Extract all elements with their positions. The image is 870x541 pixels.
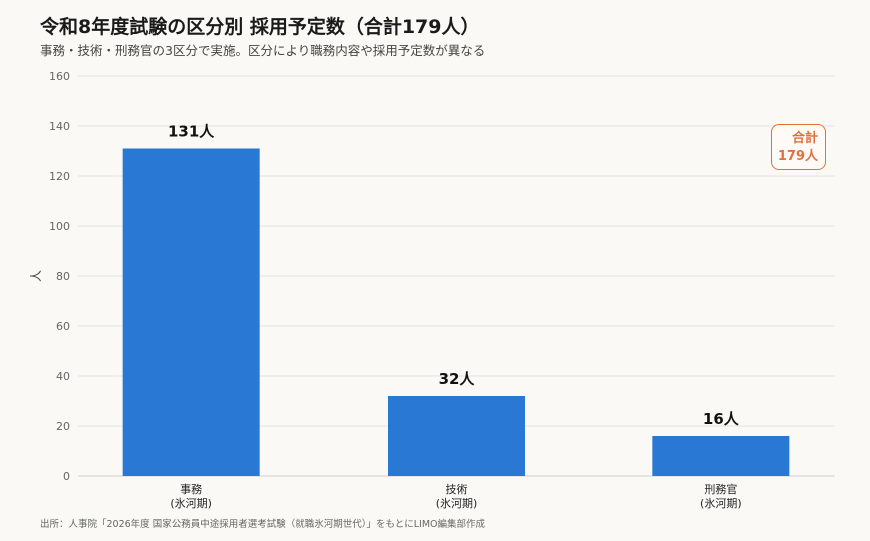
source-note: 出所：人事院「2026年度 国家公務員中途採用者選考試験（就職氷河期世代）」をも… (40, 519, 486, 530)
y-tick-label: 80 (56, 270, 70, 283)
x-category-label: (氷河期) (170, 497, 212, 510)
bar (388, 396, 525, 476)
x-category-label: 技術 (446, 483, 468, 496)
x-category-label: 事務 (180, 482, 202, 496)
data-labels: 131人 32人 16人 (168, 123, 740, 429)
chart-title: 令和8年度試験の区分別 採用予定数（合計179人） (40, 16, 480, 38)
bar (652, 436, 790, 476)
y-axis-ticks: 0 20 40 60 80 100 120 140 160 (49, 70, 70, 483)
y-tick-label: 160 (49, 70, 70, 83)
y-tick-label: 120 (49, 170, 70, 183)
x-category-label: (氷河期) (700, 497, 742, 510)
y-tick-label: 100 (49, 220, 70, 233)
chart-subtitle: 事務・技術・刑務官の3区分で実施。区分により職務内容や採用予定数が異なる (40, 43, 486, 58)
x-category-label: (氷河期) (436, 497, 478, 510)
y-tick-label: 140 (49, 120, 70, 133)
total-badge: 合計 179人 (771, 124, 826, 170)
total-badge-label: 合計 (791, 131, 818, 146)
bars (122, 148, 790, 476)
bar (122, 148, 260, 476)
x-axis-categories: 事務(氷河期)技術(氷河期)刑務官(氷河期) (170, 482, 741, 510)
y-axis-label: 人 (29, 270, 43, 282)
y-tick-label: 20 (56, 420, 70, 433)
y-tick-label: 40 (56, 370, 70, 383)
y-tick-label: 0 (63, 470, 70, 483)
total-badge-value: 179人 (777, 149, 818, 164)
data-label: 131人 (168, 123, 215, 141)
data-label: 32人 (439, 370, 476, 388)
x-category-label: 刑務官 (704, 482, 737, 496)
y-tick-label: 60 (56, 320, 70, 333)
data-label: 16人 (703, 410, 740, 428)
